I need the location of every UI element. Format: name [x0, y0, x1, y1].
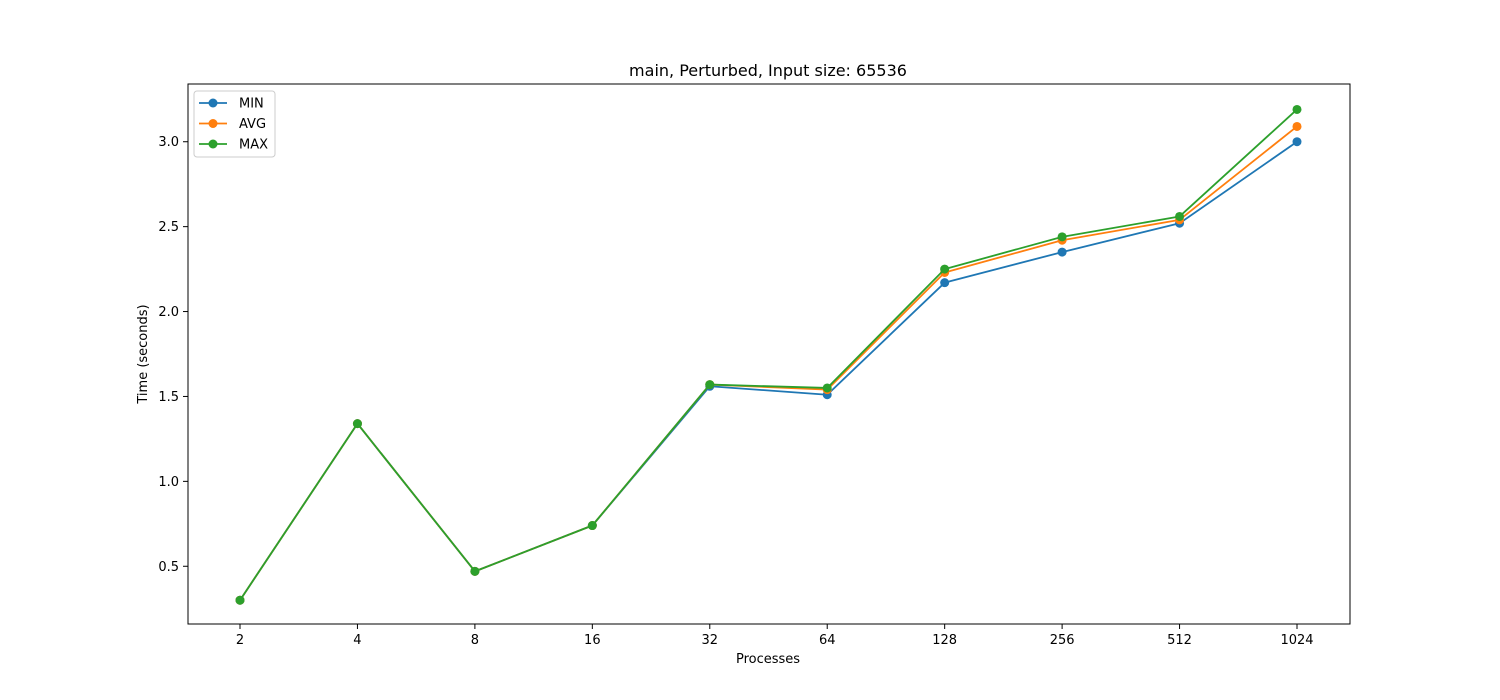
legend: MIN AVG MAX [193, 90, 276, 158]
chart-title: main, Perturbed, Input size: 65536 [629, 61, 907, 80]
x-tick-label: 64 [819, 633, 836, 648]
legend-label-max: MAX [239, 138, 268, 153]
series-avg [235, 121, 1302, 605]
x-tick-label: 2 [236, 633, 244, 648]
plot-area-frame [187, 83, 1351, 625]
data-point-max [470, 566, 480, 576]
legend-marker-min [208, 98, 218, 108]
x-tick-label: 4 [353, 633, 361, 648]
legend-label-min: MIN [239, 97, 264, 112]
series-line-avg [239, 125, 1298, 601]
legend-item-min: MIN [199, 97, 264, 112]
x-axis-label: Processes [736, 652, 800, 667]
x-tick-label: 256 [1050, 633, 1075, 648]
x-tick-label: 32 [702, 633, 719, 648]
legend-items: MIN AVG MAX [199, 97, 268, 153]
series-layer [235, 104, 1302, 605]
data-point-max [1292, 104, 1302, 114]
legend-label-avg: AVG [239, 117, 266, 132]
data-point-max [705, 380, 715, 390]
data-point-max [587, 521, 597, 531]
y-tick-label: 2.0 [158, 305, 179, 320]
data-point-min [940, 278, 950, 288]
y-tick-label: 1.5 [158, 390, 179, 405]
x-tick-label: 16 [584, 633, 601, 648]
x-axis: 2 4 8 16 32 64 128 256 512 1024 [236, 624, 1314, 648]
series-min [235, 137, 1302, 605]
data-point-min [1057, 247, 1067, 257]
y-axis-label: Time (seconds) [136, 304, 151, 404]
data-point-max [352, 419, 362, 429]
data-point-max [822, 383, 832, 393]
legend-marker-avg [208, 119, 218, 128]
legend-item-avg: AVG [199, 117, 266, 132]
data-point-max [940, 264, 950, 274]
legend-item-max: MAX [199, 138, 268, 153]
x-tick-label: 512 [1167, 633, 1192, 648]
y-tick-label: 3.0 [158, 135, 179, 150]
x-tick-label: 128 [932, 633, 957, 648]
data-point-min [1292, 137, 1302, 147]
x-tick-label: 8 [471, 633, 479, 648]
series-line-max [239, 108, 1298, 601]
data-point-max [1175, 211, 1185, 221]
x-tick-label: 1024 [1280, 633, 1313, 648]
series-line-min [239, 141, 1298, 601]
y-tick-label: 0.5 [158, 560, 179, 575]
data-point-max [1057, 232, 1067, 242]
y-tick-label: 1.0 [158, 475, 179, 490]
y-tick-label: 2.5 [158, 220, 179, 235]
legend-marker-max [208, 139, 218, 149]
series-max [235, 104, 1302, 605]
data-point-avg [1292, 121, 1302, 131]
y-axis: 0.5 1.0 1.5 2.0 2.5 3.0 [158, 135, 188, 575]
data-point-max [235, 595, 245, 605]
